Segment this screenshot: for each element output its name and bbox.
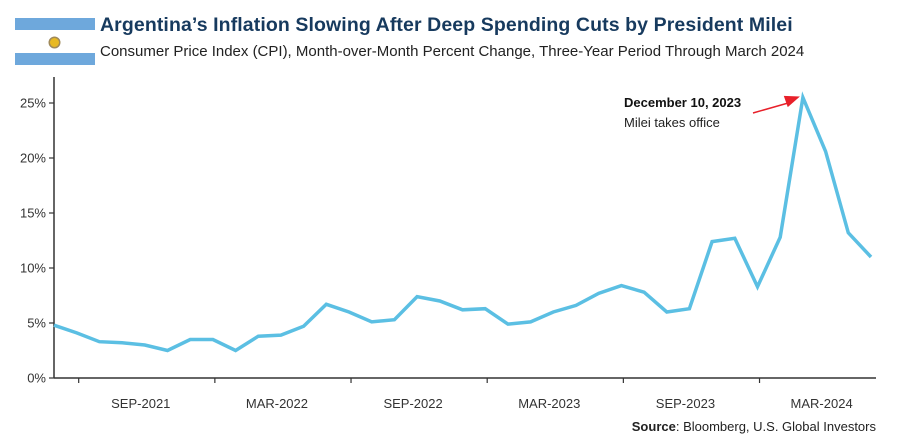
x-tick-label: MAR-2023: [518, 396, 580, 411]
annotation-arrowhead-icon: [783, 95, 800, 108]
x-tick-label: SEP-2023: [656, 396, 715, 411]
series-group: [53, 91, 873, 353]
source-note: Source: Bloomberg, U.S. Global Investors: [632, 419, 876, 434]
source-text: : Bloomberg, U.S. Global Investors: [675, 419, 876, 434]
annotation-arrow-line: [752, 101, 791, 114]
x-tick-label: MAR-2022: [246, 396, 308, 411]
x-tick-label: MAR-2024: [791, 396, 853, 411]
source-label: Source: [631, 419, 676, 434]
annotation-text: Milei takes office: [624, 115, 720, 130]
y-tick-label: 20%: [20, 151, 46, 166]
chart-title: Argentina’s Inflation Slowing After Deep…: [100, 14, 793, 36]
flag-sun-icon: [50, 38, 59, 47]
argentina-flag-icon: [15, 18, 95, 66]
y-tick-label: 15%: [20, 206, 46, 221]
y-tick-label: 25%: [20, 96, 46, 111]
cpi-series-line: [53, 91, 873, 353]
x-tick-label: SEP-2021: [111, 396, 170, 411]
y-tick-label: 10%: [20, 261, 46, 276]
chart-subtitle: Consumer Price Index (CPI), Month-over-M…: [100, 43, 805, 60]
annotation-group: December 10, 2023 Milei takes office: [624, 95, 800, 130]
y-tick-label: 5%: [27, 316, 46, 331]
x-tick-label: SEP-2022: [383, 396, 442, 411]
flag-stripe-bottom: [15, 53, 95, 65]
y-axis: 0% 5% 10% 15% 20% 25%: [20, 77, 55, 386]
y-tick-label: 0%: [27, 371, 46, 386]
flag-stripe-top: [15, 18, 95, 30]
annotation-title: December 10, 2023: [624, 95, 741, 110]
x-axis: SEP-2021 MAR-2022 SEP-2022 MAR-2023 SEP-2023…: [54, 377, 876, 411]
